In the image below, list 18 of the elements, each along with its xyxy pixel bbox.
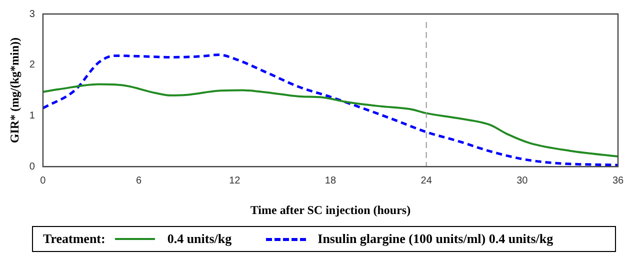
- x-tick-label: 30: [516, 175, 528, 186]
- x-tick-label: 0: [40, 175, 46, 186]
- x-tick-label: 12: [229, 175, 241, 186]
- x-tick-label: 6: [136, 175, 142, 186]
- legend-title: Treatment:: [43, 231, 106, 247]
- y-tick-label: 0: [29, 161, 36, 172]
- x-tick-label: 36: [612, 175, 624, 186]
- y-tick-label: 2: [29, 60, 36, 71]
- x-tick-label: 18: [324, 175, 336, 186]
- y-tick-label: 3: [29, 8, 36, 20]
- legend-label: Insulin glargine (100 units/ml) 0.4 units/kg: [318, 231, 554, 247]
- line-series: [42, 83, 618, 158]
- x-axis-title: Time after SC injection (hours): [250, 202, 411, 217]
- x-tick-label: 24: [420, 175, 432, 186]
- y-tick-label: 1: [29, 110, 36, 122]
- line-series: [42, 53, 618, 166]
- y-axis-title: GIR* (mg/(kg*min)): [7, 37, 22, 144]
- legend-label: 0.4 units/kg: [167, 231, 232, 247]
